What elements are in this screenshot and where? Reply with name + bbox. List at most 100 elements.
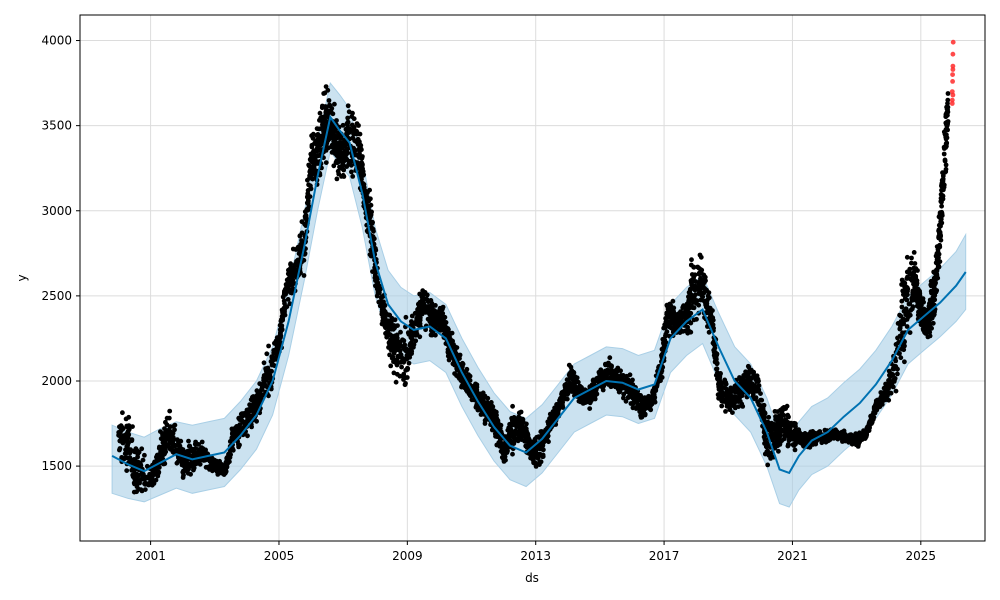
observed-point [510,403,515,409]
observed-point [700,294,706,300]
observed-point [782,422,787,428]
observed-point [910,304,916,310]
observed-point [692,284,697,290]
observed-point [651,390,657,395]
observed-point [899,346,905,352]
observed-point [117,446,123,451]
observed-point [153,469,159,475]
observed-point [184,459,190,465]
observed-point [158,449,164,455]
observed-point [340,122,346,128]
observed-point [719,403,725,409]
observed-point [474,384,480,390]
observed-point [493,409,498,415]
observed-point [370,269,375,274]
observed-point [630,405,636,411]
observed-point [888,374,893,380]
observed-point [904,269,910,275]
observed-point [857,436,862,442]
observed-point [349,162,354,168]
observed-point [895,335,900,341]
observed-point [867,421,873,427]
observed-point [341,167,347,173]
observed-point [168,434,174,440]
observed-point [130,460,136,465]
observed-point [405,347,411,353]
observed-point [245,411,251,417]
observed-point [131,489,137,495]
observed-point [130,424,135,429]
observed-point [721,391,727,397]
observed-point [766,414,772,420]
observed-point [893,342,899,347]
observed-point [180,447,186,452]
observed-point [692,292,698,298]
observed-point [825,434,831,440]
observed-point [813,438,819,444]
observed-point [898,313,904,319]
observed-point [540,452,546,458]
observed-point [357,165,363,171]
observed-point [677,310,683,316]
observed-point [618,368,623,374]
observed-point [906,301,912,307]
observed-point [328,108,334,114]
observed-point [718,371,723,377]
observed-point [697,252,703,258]
observed-point [768,456,773,461]
observed-point [140,457,146,463]
observed-point [515,416,520,421]
observed-point [841,428,847,434]
observed-point [139,446,145,452]
observed-point [740,404,746,409]
observed-point [282,310,287,315]
observed-point [705,307,710,313]
observed-point [505,427,511,433]
observed-point [264,378,269,383]
observed-point [736,404,741,409]
observed-point [716,384,722,390]
observed-point [618,373,624,378]
observed-point [460,364,465,370]
observed-point [712,351,718,357]
observed-point [367,187,372,193]
observed-point [745,372,751,377]
observed-point [578,397,584,402]
observed-point [828,431,834,436]
observed-point [846,434,852,439]
observed-point [927,320,933,326]
observed-point [186,466,192,472]
observed-point [422,296,427,302]
observed-point [368,209,374,215]
observed-point [684,309,690,315]
observed-point [685,302,691,308]
observed-point [649,401,655,407]
observed-point [426,304,432,309]
observed-point [385,330,391,336]
observed-point [485,395,491,401]
observed-point [601,371,607,377]
observed-point [129,467,135,473]
observed-point [358,154,364,160]
observed-point [902,317,908,323]
observed-point [520,419,526,425]
observed-point [149,482,155,488]
observed-point [156,464,162,470]
observed-point [909,296,915,301]
observed-point [659,375,665,380]
observed-point [666,319,672,324]
observed-point [617,389,623,394]
observed-point [316,141,322,147]
observed-point [421,292,426,298]
observed-point [692,272,698,278]
observed-point [404,375,410,380]
observed-point [416,305,422,311]
observed-point [360,181,366,187]
observed-point [359,160,364,166]
observed-point [118,435,124,441]
observed-point [345,122,350,128]
observed-point [785,428,791,434]
observed-point [694,298,700,304]
observed-point [781,413,787,418]
